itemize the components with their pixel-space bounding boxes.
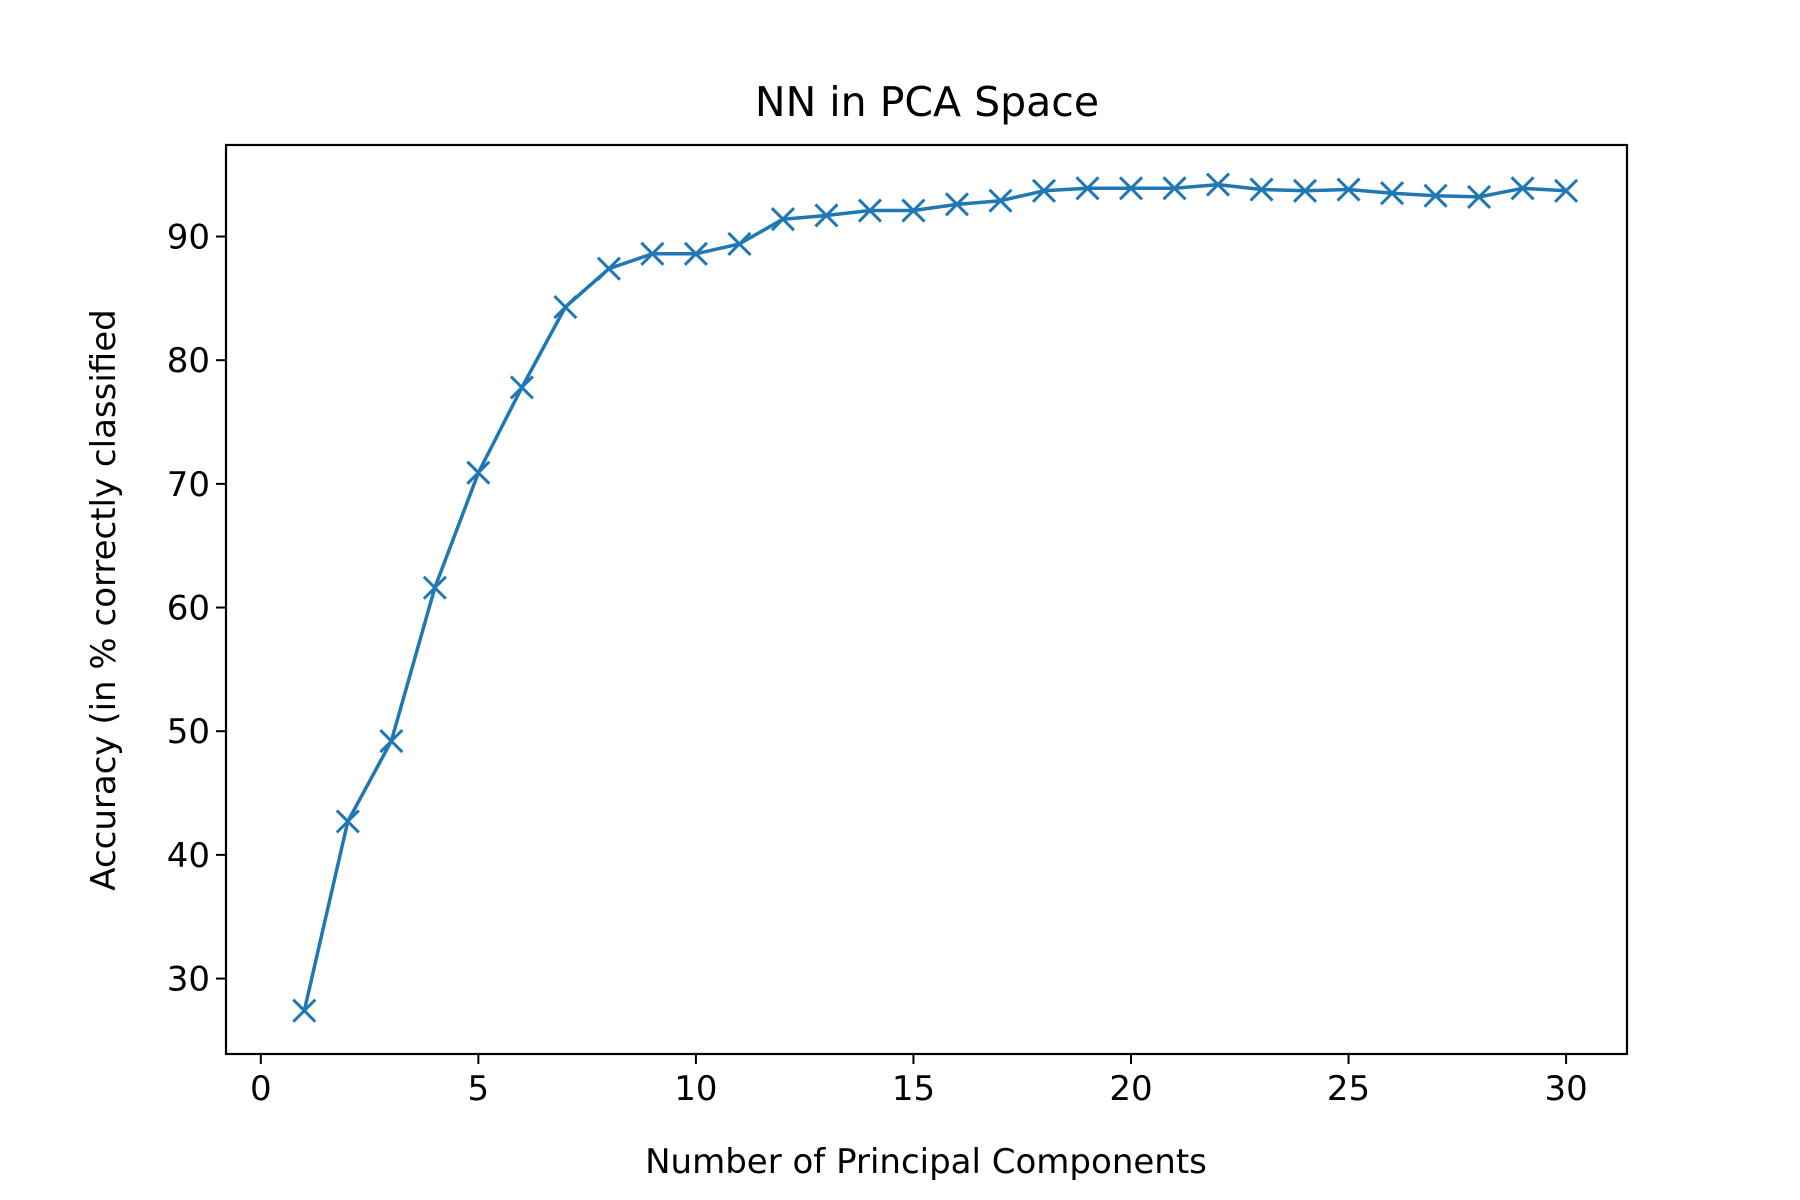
data-point-marker — [1467, 184, 1492, 210]
y-axis-label: Accuracy (in % correctly classified — [84, 309, 124, 890]
data-point-marker — [1075, 176, 1100, 201]
x-tick-label: 10 — [674, 1069, 717, 1109]
plot-area — [292, 172, 1579, 1023]
data-point-marker — [1292, 178, 1318, 203]
data-point-marker — [770, 207, 795, 232]
data-point-marker — [553, 294, 578, 320]
data-point-marker — [640, 241, 665, 266]
data-point-marker — [292, 998, 317, 1023]
data-point-marker — [466, 460, 491, 485]
data-point-marker — [857, 198, 882, 223]
chart-title: NN in PCA Space — [755, 78, 1099, 126]
data-point-marker — [1423, 183, 1448, 208]
x-axis-label: Number of Principal Components — [645, 1142, 1207, 1182]
y-axis: 30 40 50 60 70 80 90 — [167, 218, 226, 1000]
x-axis: 0 5 10 15 20 25 30 — [250, 1054, 1588, 1109]
x-tick-label: 15 — [892, 1069, 935, 1109]
y-tick-label: 40 — [167, 836, 210, 876]
data-point-marker — [1118, 176, 1144, 201]
data-point-marker — [1205, 172, 1231, 197]
data-point-marker — [509, 375, 534, 400]
y-tick-label: 30 — [167, 960, 210, 1000]
data-point-marker — [1510, 176, 1535, 201]
y-tick-label: 90 — [167, 218, 210, 258]
x-tick-label: 25 — [1327, 1069, 1370, 1109]
x-tick-label: 5 — [468, 1069, 490, 1109]
data-point-marker — [814, 203, 839, 228]
y-tick-label: 70 — [167, 465, 210, 505]
series-line — [302, 182, 1567, 1012]
data-point-marker — [1249, 177, 1274, 202]
axes-frame — [224, 143, 1629, 1056]
y-tick-label: 60 — [167, 589, 210, 629]
data-point-marker — [727, 231, 752, 256]
x-tick-label: 20 — [1109, 1069, 1152, 1109]
data-point-marker — [683, 241, 708, 266]
data-point-marker — [1162, 176, 1187, 201]
data-point-marker — [1554, 178, 1579, 203]
data-point-marker — [901, 198, 926, 223]
data-point-marker — [596, 256, 621, 281]
data-point-marker — [944, 192, 970, 217]
data-point-marker — [379, 729, 404, 754]
data-point-marker — [1336, 177, 1361, 202]
data-point-marker — [1379, 181, 1405, 206]
x-tick-label: 30 — [1544, 1069, 1587, 1109]
data-point-marker — [1031, 178, 1057, 203]
data-point-marker — [335, 809, 360, 834]
data-point-marker — [422, 575, 447, 600]
y-tick-label: 50 — [167, 712, 210, 752]
data-point-marker — [988, 188, 1013, 213]
x-tick-label: 0 — [250, 1069, 272, 1109]
y-tick-label: 80 — [167, 341, 210, 381]
